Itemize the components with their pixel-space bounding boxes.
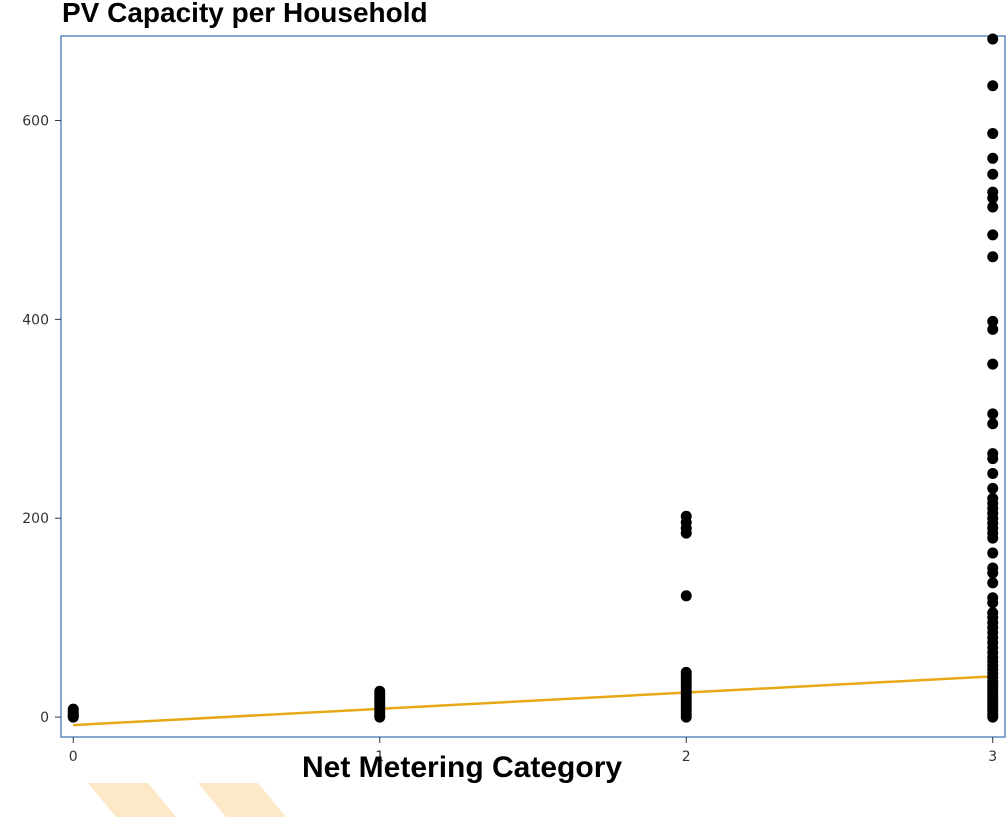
data-point (987, 448, 999, 460)
data-point (987, 127, 999, 139)
data-point (987, 547, 999, 559)
data-point (680, 590, 692, 602)
data-point (987, 562, 999, 574)
trend-line-group (73, 675, 993, 727)
y-axis: 0 200 400 600 (22, 114, 61, 726)
data-point (987, 251, 999, 263)
data-point (987, 468, 999, 480)
data-point (987, 577, 999, 589)
y-tick-label: 600 (22, 114, 49, 130)
data-point (987, 201, 999, 213)
data-point (987, 33, 999, 45)
data-point (987, 168, 999, 180)
plot-frame (60, 35, 1006, 738)
x-tick-label: 1 (375, 749, 384, 765)
x-tick-label: 3 (988, 749, 997, 765)
data-point (987, 418, 999, 430)
data-point (987, 607, 999, 619)
x-tick-label: 2 (682, 749, 691, 765)
x-axis: 0 1 2 3 (69, 737, 997, 765)
y-tick-label: 200 (22, 511, 49, 527)
data-point (987, 482, 999, 494)
data-point (987, 186, 999, 198)
data-point (374, 685, 386, 697)
data-point (987, 315, 999, 327)
y-tick-label: 0 (40, 710, 49, 726)
data-points (67, 33, 999, 723)
trend-line (73, 675, 993, 727)
data-point (987, 152, 999, 164)
data-point (987, 358, 999, 370)
x-axis-label: Net Metering Category (302, 751, 623, 784)
data-point (67, 703, 79, 715)
chart-title: PV Capacity per Household (62, 0, 428, 28)
data-point (987, 323, 999, 335)
data-point (987, 229, 999, 241)
data-point (987, 80, 999, 92)
data-point (987, 492, 999, 504)
y-tick-label: 400 (22, 312, 49, 328)
data-point (680, 510, 692, 522)
data-point (987, 408, 999, 420)
data-point (987, 592, 999, 604)
data-point (680, 666, 692, 678)
x-tick-label: 0 (69, 749, 78, 765)
